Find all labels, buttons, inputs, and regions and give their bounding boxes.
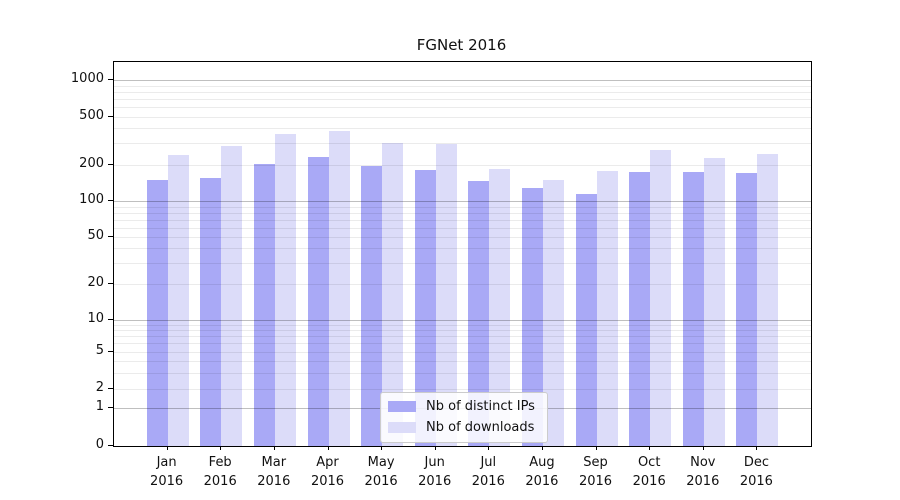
chart-title: FGNet 2016 xyxy=(416,36,507,54)
gridline-minor xyxy=(114,91,811,93)
x-tick-label-mar: Mar 2016 xyxy=(257,455,291,489)
gridline-minor xyxy=(114,85,811,87)
x-tick-label-jun: Jun 2016 xyxy=(418,455,452,489)
x-tick-mark xyxy=(702,446,704,450)
x-tick-mark xyxy=(220,446,222,450)
bar-downloads-may xyxy=(382,143,404,446)
x-tick-mark xyxy=(541,446,543,450)
x-tick-label-dec: Dec 2016 xyxy=(739,455,773,489)
x-tick-mark xyxy=(381,446,383,450)
legend-swatch-downloads-icon xyxy=(388,422,416,433)
x-tick-label-jan: Jan 2016 xyxy=(150,455,184,489)
y-tick-mark xyxy=(108,163,113,165)
bar-distinct-ips-jan xyxy=(146,179,168,446)
legend-label-downloads: Nb of downloads xyxy=(426,420,535,435)
y-tick-label: 5 xyxy=(95,342,104,358)
y-tick-mark xyxy=(108,350,113,352)
x-tick-label-feb: Feb 2016 xyxy=(203,455,237,489)
bar-distinct-ips-oct xyxy=(629,171,651,446)
gridline-minor xyxy=(114,106,811,108)
y-tick-mark xyxy=(108,318,113,320)
bar-distinct-ips-jun xyxy=(414,170,436,446)
y-tick-mark xyxy=(108,200,113,202)
bar-downloads-feb xyxy=(221,146,243,446)
legend-row-distinct-ips: Nb of distinct IPs xyxy=(388,399,538,414)
y-tick-mark xyxy=(108,283,113,285)
legend: Nb of distinct IPs Nb of downloads xyxy=(380,392,548,443)
y-tick-mark xyxy=(108,115,113,117)
bar-distinct-ips-sep xyxy=(575,193,597,446)
gridline-minor xyxy=(114,116,811,118)
bar-downloads-jan xyxy=(167,155,189,446)
legend-label-distinct-ips: Nb of distinct IPs xyxy=(426,399,535,414)
bar-downloads-jul xyxy=(489,168,511,446)
bar-downloads-dec xyxy=(757,154,779,446)
y-tick-label: 2 xyxy=(95,380,104,395)
bar-downloads-mar xyxy=(274,133,296,446)
x-tick-label-nov: Nov 2016 xyxy=(686,455,720,489)
bar-distinct-ips-may xyxy=(361,166,383,446)
gridline-minor xyxy=(114,98,811,100)
x-tick-mark xyxy=(434,446,436,450)
x-tick-label-jul: Jul 2016 xyxy=(471,455,505,489)
bar-distinct-ips-dec xyxy=(736,173,758,446)
x-tick-label-oct: Oct 2016 xyxy=(632,455,666,489)
x-tick-mark xyxy=(756,446,758,450)
bar-distinct-ips-nov xyxy=(682,171,704,446)
bar-distinct-ips-jul xyxy=(468,181,490,446)
x-tick-mark xyxy=(273,446,275,450)
bar-downloads-oct xyxy=(650,150,672,446)
y-tick-mark xyxy=(108,444,113,446)
bar-downloads-apr xyxy=(328,131,350,446)
bar-downloads-sep xyxy=(596,171,618,446)
y-tick-label: 1000 xyxy=(70,71,104,86)
x-tick-label-sep: Sep 2016 xyxy=(578,455,613,489)
x-tick-label-may: May 2016 xyxy=(364,455,398,489)
x-tick-mark xyxy=(166,446,168,450)
legend-row-downloads: Nb of downloads xyxy=(388,420,538,435)
y-tick-label: 0 xyxy=(95,436,104,452)
y-tick-mark xyxy=(108,407,113,409)
legend-swatch-distinct-ips-icon xyxy=(388,401,416,412)
y-tick-label: 500 xyxy=(79,107,104,123)
y-tick-label: 1 xyxy=(95,399,104,415)
x-tick-mark xyxy=(595,446,597,450)
y-tick-label: 50 xyxy=(87,227,104,243)
bar-downloads-jun xyxy=(435,144,457,446)
bar-distinct-ips-apr xyxy=(307,157,329,446)
y-tick-label: 100 xyxy=(79,192,104,208)
bar-downloads-aug xyxy=(542,179,564,446)
bar-distinct-ips-aug xyxy=(521,187,543,446)
x-tick-mark xyxy=(488,446,490,450)
y-tick-label: 20 xyxy=(87,275,104,291)
y-tick-label: 200 xyxy=(79,155,104,171)
y-tick-mark xyxy=(108,235,113,237)
gridline-major xyxy=(114,80,811,81)
x-tick-mark xyxy=(649,446,651,450)
plot-area: Nb of distinct IPs Nb of downloads xyxy=(113,61,812,447)
bar-downloads-nov xyxy=(703,157,725,446)
x-tick-label-apr: Apr 2016 xyxy=(310,455,345,489)
y-tick-label: 10 xyxy=(87,310,104,326)
bar-distinct-ips-feb xyxy=(200,178,222,446)
gridline-minor xyxy=(114,128,811,130)
y-tick-mark xyxy=(108,388,113,389)
y-tick-mark xyxy=(108,79,113,80)
x-tick-mark xyxy=(327,446,329,450)
bar-distinct-ips-mar xyxy=(253,163,275,446)
x-tick-label-aug: Aug 2016 xyxy=(525,455,559,489)
gridline-minor xyxy=(114,143,811,145)
